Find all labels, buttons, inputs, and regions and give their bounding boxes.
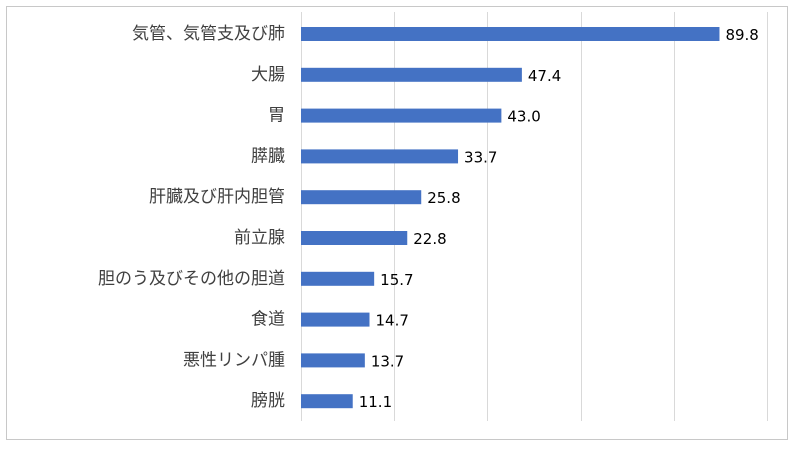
value-labels: 89.8 47.4 43.0 33.7 25.8 22.8 15.7 14.7 13.7 11.1 bbox=[359, 26, 759, 411]
value-label: 14.7 bbox=[376, 312, 409, 330]
value-label: 89.8 bbox=[725, 26, 758, 44]
category-label: 膀胱 bbox=[251, 391, 285, 411]
value-label: 47.4 bbox=[528, 67, 561, 85]
value-label: 33.7 bbox=[464, 148, 497, 166]
bar bbox=[301, 231, 408, 245]
category-label: 胆のう及びその他の胆道 bbox=[98, 269, 285, 289]
value-label: 13.7 bbox=[371, 352, 404, 370]
bar bbox=[301, 67, 522, 82]
category-label: 食道 bbox=[251, 310, 285, 330]
value-label: 22.8 bbox=[413, 230, 446, 248]
category-labels: 気管、気管支及び肺大腸胃膵臓肝臓及び肝内胆管前立腺胆のう及びその他の胆道食道悪性… bbox=[98, 24, 285, 411]
category-label: 大腸 bbox=[251, 65, 285, 85]
category-label: 胃 bbox=[268, 106, 285, 126]
bar bbox=[301, 108, 502, 123]
bar bbox=[301, 190, 422, 205]
category-label: 気管、気管支及び肺 bbox=[132, 24, 285, 44]
value-label: 15.7 bbox=[380, 271, 413, 289]
category-label: 膵臓 bbox=[251, 146, 285, 166]
bar bbox=[301, 271, 375, 286]
bar bbox=[301, 149, 459, 164]
value-label: 11.1 bbox=[359, 393, 392, 411]
category-label: 肝臓及び肝内胆管 bbox=[149, 187, 285, 207]
value-label: 43.0 bbox=[507, 108, 540, 126]
value-label: 25.8 bbox=[427, 189, 460, 207]
bar bbox=[301, 312, 370, 327]
bar bbox=[301, 394, 353, 409]
bars bbox=[301, 27, 720, 409]
category-label: 前立腺 bbox=[234, 228, 285, 248]
category-label: 悪性リンパ腫 bbox=[183, 350, 285, 370]
bar bbox=[301, 353, 365, 368]
bar bbox=[301, 27, 720, 41]
